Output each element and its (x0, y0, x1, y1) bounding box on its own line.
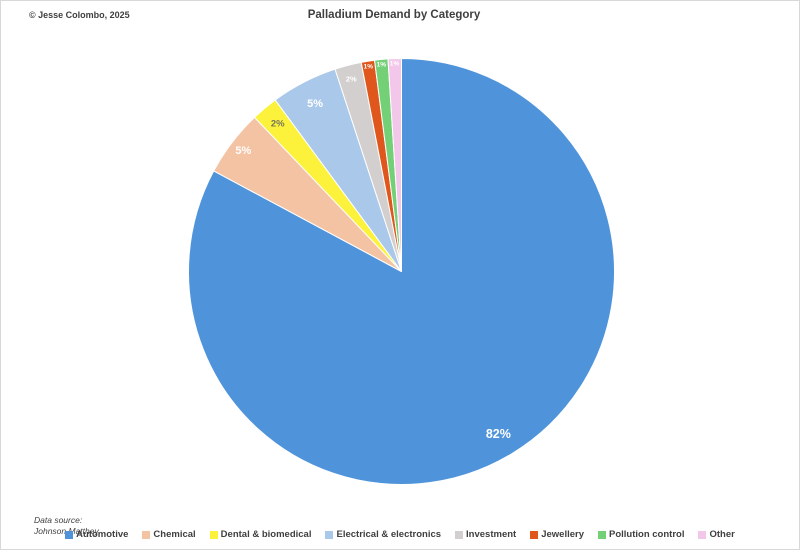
legend-swatch-pollution-control (598, 530, 606, 539)
legend-swatch-automotive (65, 530, 74, 539)
legend-label-investment: Investment (466, 529, 517, 540)
pie-slice-other (386, 57, 402, 272)
legend-swatch-other (698, 530, 707, 539)
legend-swatch-electrical-electronics (325, 530, 334, 539)
copyright-text: © Jesse Colombo, 2025 (29, 10, 130, 20)
legend-label-pollution-control: Pollution control (609, 529, 685, 540)
legend-swatch-dental-biomedical (209, 530, 218, 539)
legend-swatch-investment (455, 530, 464, 539)
legend-label-other: Other (709, 529, 735, 540)
pie-chart (187, 57, 615, 485)
legend-item-investment: Investment (455, 529, 516, 540)
legend-label-jewellery: Jewellery (541, 529, 584, 540)
legend-swatch-jewellery (530, 530, 539, 539)
legend-item-jewellery: Jewellery (530, 529, 584, 540)
legend-label-electrical-electronics: Electrical & electronics (336, 529, 442, 540)
legend-item-electrical-electronics: Electrical & electronics (325, 529, 441, 540)
legend-label-dental-biomedical: Dental & biomedical (220, 529, 312, 540)
legend-swatch-chemical (142, 530, 151, 539)
chart-legend: Automotive Chemical Dental & biomedical Ele… (1, 529, 799, 540)
legend-item-pollution-control: Pollution control (598, 529, 684, 540)
legend-label-automotive: Automotive (76, 529, 129, 540)
chart-title: Palladium Demand by Category (307, 9, 481, 21)
legend-item-dental-biomedical: Dental & biomedical (209, 529, 312, 540)
legend-item-chemical: Chemical (142, 529, 196, 540)
legend-item-other: Other (698, 529, 735, 540)
legend-item-automotive: Automotive (65, 529, 128, 540)
legend-label-chemical: Chemical (153, 529, 196, 540)
data-source-label: Data source: (34, 515, 83, 525)
